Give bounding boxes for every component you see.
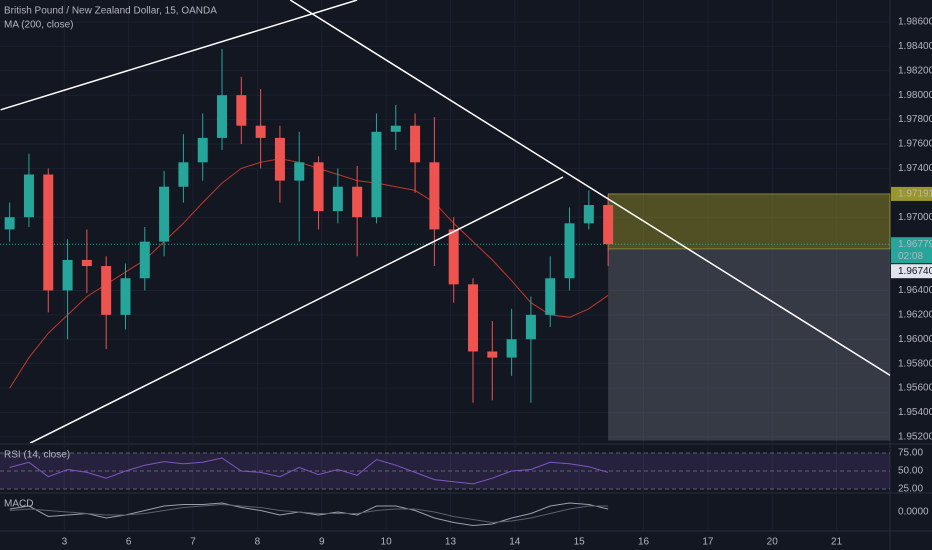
x-tick-label: 3 — [62, 537, 68, 548]
candle-body — [197, 137, 208, 163]
candle-body — [506, 339, 517, 358]
y-tick-label: 1.97600 — [898, 139, 932, 150]
trendline — [0, 0, 358, 111]
candle-body — [4, 217, 15, 230]
y-tick-label: 1.98200 — [898, 65, 932, 76]
x-tick-label: 16 — [638, 537, 650, 548]
y-tick-label: 1.97800 — [898, 114, 932, 125]
chart-title: British Pound / New Zealand Dollar, 15, … — [4, 6, 217, 17]
candle-body — [448, 229, 459, 285]
last-price-label: 1.96779 — [898, 239, 932, 250]
candle-body — [178, 162, 189, 187]
candle-body — [313, 162, 324, 212]
candle-body — [236, 95, 247, 126]
y-tick-label: 75.00 — [898, 448, 923, 459]
indicator-line — [9, 503, 609, 524]
x-tick-label: 9 — [319, 537, 325, 548]
countdown: 02:08 — [898, 251, 923, 262]
y-tick-label: 1.96400 — [898, 285, 932, 296]
candle-body — [255, 125, 266, 138]
target-zone — [608, 248, 890, 441]
candle-body — [583, 205, 594, 224]
x-tick-label: 7 — [190, 537, 196, 548]
y-tick-label: 50.00 — [898, 466, 923, 477]
candle-body — [390, 125, 401, 132]
entry-label: 1.96740 — [898, 266, 932, 277]
candle-body — [159, 186, 170, 242]
last-price-bg — [891, 237, 932, 264]
stop-label: 1.97191 — [898, 189, 932, 200]
candle-body — [274, 137, 285, 181]
candle-body — [294, 162, 305, 181]
candle-body — [564, 223, 575, 279]
trendline — [289, 0, 890, 377]
trendline — [29, 176, 564, 443]
candle-body — [332, 186, 343, 212]
candle-body — [603, 205, 614, 245]
candle-body — [217, 95, 228, 138]
y-tick-label: 0.0000 — [898, 507, 929, 518]
x-tick-label: 15 — [574, 537, 586, 548]
x-tick-label: 21 — [831, 537, 843, 548]
candle-body — [352, 186, 363, 218]
y-tick-label: 1.97000 — [898, 212, 932, 223]
x-tick-label: 20 — [767, 537, 779, 548]
x-tick-label: 8 — [255, 537, 261, 548]
x-tick-label: 10 — [381, 537, 393, 548]
candle-body — [62, 259, 73, 291]
y-tick-label: 1.96000 — [898, 334, 932, 345]
x-tick-label: 6 — [126, 537, 132, 548]
indicator-line — [9, 502, 609, 527]
candle-body — [371, 131, 382, 218]
candle-body — [429, 162, 440, 230]
trendlines — [0, 0, 890, 443]
x-tick-label: 13 — [445, 537, 457, 548]
y-tick-label: 1.95600 — [898, 383, 932, 394]
y-tick-label: 25.00 — [898, 484, 923, 495]
candle-body — [23, 174, 34, 218]
candle-body — [410, 125, 421, 163]
candle-body — [101, 266, 112, 315]
candle-body — [487, 351, 498, 358]
indicator-title: RSI (14, close) — [4, 450, 70, 461]
indicator-line — [9, 457, 609, 485]
stop-zone — [607, 193, 891, 250]
y-tick-label: 1.95800 — [898, 358, 932, 369]
y-tick-label: 1.98600 — [898, 17, 932, 28]
legend-entry: MA (200, close) — [4, 20, 73, 31]
x-tick-label: 17 — [702, 537, 714, 548]
candle-body — [43, 174, 54, 291]
candle-body — [525, 314, 536, 340]
y-tick-label: 1.97400 — [898, 163, 932, 174]
y-tick-label: 1.98000 — [898, 90, 932, 101]
entry-label-bg — [891, 264, 932, 279]
candle-body — [467, 284, 478, 352]
candle-body — [81, 259, 92, 267]
x-tick-label: 14 — [509, 537, 521, 548]
candle-body — [545, 278, 556, 315]
candle-body — [120, 278, 131, 315]
y-tick-label: 1.98400 — [898, 41, 932, 52]
y-tick-label: 1.95200 — [898, 432, 932, 443]
y-tick-label: 1.95400 — [898, 407, 932, 418]
y-tick-label: 1.96200 — [898, 310, 932, 321]
candle-body — [139, 241, 150, 279]
indicator-title: MACD — [4, 499, 33, 510]
stop-label-bg — [891, 186, 932, 201]
